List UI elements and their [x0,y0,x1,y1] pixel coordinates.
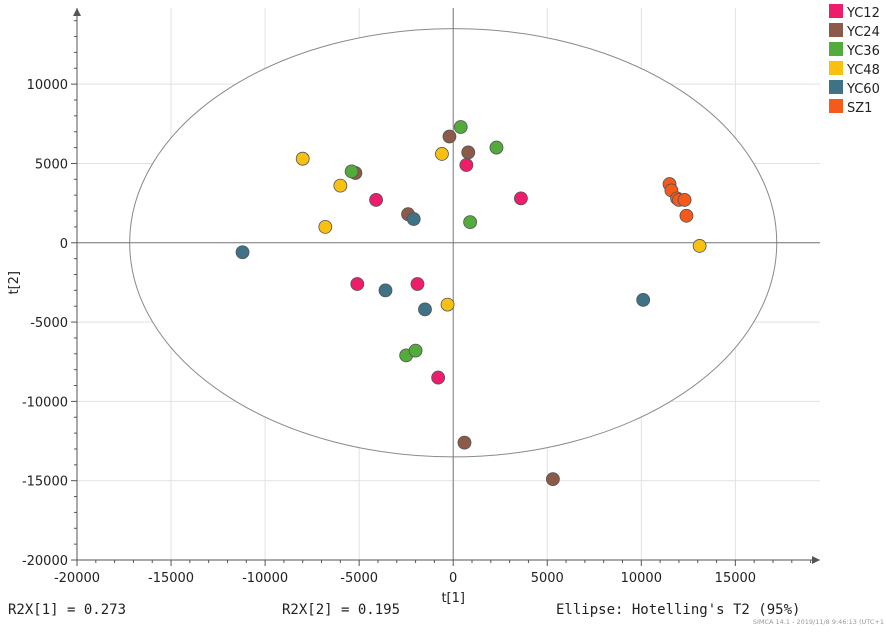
legend-swatch-yc12 [829,4,843,18]
data-point-yc36 [463,215,478,230]
x-tick-label: 10000 [621,571,662,586]
data-point-yc60 [418,302,432,317]
legend-label-yc48: YC48 [846,63,880,78]
data-point-yc48 [295,151,310,166]
data-point-yc48 [692,239,707,253]
legend-swatch-sz1 [829,99,843,113]
data-point-yc24 [461,145,476,160]
data-point-yc48 [435,147,449,161]
data-point-yc48 [333,178,348,193]
data-point-sz1 [677,193,692,207]
r2x1-label: R2X[1] = 0.273 [8,602,127,618]
y-tick-label: -15000 [22,475,68,490]
y-tick-label: -20000 [22,554,68,569]
software-credit: SIMCA 14.1 - 2019/11/8 9:46:13 (UTC+1 [752,618,884,626]
y-tick-label: 0 [60,237,68,252]
legend-label-sz1: SZ1 [847,101,872,116]
data-point-yc24 [442,129,457,144]
data-point-yc12 [431,370,446,385]
data-point-yc60 [378,283,393,298]
x-tick-label: 5000 [531,571,564,586]
x-tick-label: -10000 [242,571,288,586]
x-tick-label: 15000 [715,571,756,586]
x-axis-arrow [812,556,820,564]
data-point-yc12 [369,193,383,207]
legend-label-yc24: YC24 [846,25,880,40]
legend-swatch-yc36 [829,42,843,56]
legend-label-yc36: YC36 [846,44,880,59]
data-point-yc36 [408,343,423,358]
legend: YC12 YC24 YC36 YC48 YC60 SZ1 [829,4,880,116]
x-tick-label: -15000 [148,571,194,586]
y-tick-label: 10000 [27,78,68,93]
y-tick-label: -10000 [22,395,68,410]
legend-label-yc60: YC60 [846,82,880,97]
data-point-yc24 [457,435,472,450]
data-point-yc24 [545,472,560,487]
y-axis-arrow [73,8,81,16]
data-point-yc36 [344,164,359,179]
data-point-yc12 [350,277,365,291]
legend-swatch-yc60 [829,80,843,94]
x-tick-label: -5000 [340,571,378,586]
data-point-yc36 [453,120,468,134]
data-point-yc60 [636,292,651,307]
data-point-yc12 [459,158,474,172]
y-tick-label: -5000 [30,316,68,331]
x-tick-label: -20000 [54,571,100,586]
data-point-yc48 [318,219,333,234]
r2x2-label: R2X[2] = 0.195 [282,602,401,618]
legend-swatch-yc48 [829,61,843,75]
data-point-yc12 [410,277,425,291]
data-points [235,120,707,487]
data-point-yc48 [440,297,455,312]
axes: -20000 -15000 -10000 -5000 0 5000 10000 15000 -2… [7,8,820,606]
x-axis-title: t[1] [441,591,465,606]
data-point-sz1 [679,208,694,223]
ellipse-caption: Ellipse: Hotelling's T2 (95%) [556,602,801,618]
legend-label-yc12: YC12 [846,6,880,21]
legend-swatch-yc24 [829,23,843,37]
y-axis-title: t[2] [7,271,22,295]
x-tick-label: 0 [449,571,457,586]
data-point-yc60 [235,245,250,260]
data-point-yc60 [406,212,421,226]
y-tick-label: 5000 [35,157,68,172]
data-point-yc36 [489,140,504,155]
data-point-yc12 [514,191,528,206]
